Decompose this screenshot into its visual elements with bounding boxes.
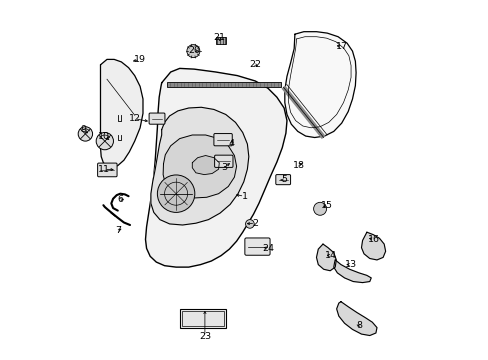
Text: 11: 11 — [98, 165, 110, 174]
Polygon shape — [145, 68, 286, 267]
Bar — [179, 309, 225, 328]
Text: 13: 13 — [344, 260, 356, 269]
Circle shape — [245, 220, 254, 228]
Polygon shape — [316, 244, 336, 271]
FancyBboxPatch shape — [98, 163, 117, 177]
Text: 2: 2 — [252, 219, 258, 228]
Text: 14: 14 — [324, 251, 336, 260]
Circle shape — [78, 127, 92, 141]
Polygon shape — [151, 107, 248, 225]
Text: 21: 21 — [213, 33, 225, 42]
Text: 18: 18 — [292, 161, 304, 170]
FancyBboxPatch shape — [149, 113, 164, 124]
Text: 8: 8 — [356, 321, 362, 330]
Text: 24: 24 — [262, 244, 273, 253]
Text: 17: 17 — [335, 42, 347, 51]
Polygon shape — [336, 302, 376, 336]
Text: 6: 6 — [117, 195, 123, 204]
Text: 9: 9 — [80, 125, 86, 134]
Circle shape — [96, 132, 113, 150]
Text: 5: 5 — [281, 175, 286, 184]
Text: 15: 15 — [321, 201, 333, 210]
FancyBboxPatch shape — [214, 155, 232, 167]
Bar — [215, 37, 225, 44]
Text: 16: 16 — [367, 235, 379, 244]
Bar — [167, 82, 280, 87]
Text: 23: 23 — [199, 332, 210, 341]
Circle shape — [186, 45, 200, 58]
Text: 12: 12 — [128, 114, 141, 123]
Polygon shape — [361, 232, 385, 260]
Text: 20: 20 — [188, 46, 200, 55]
Circle shape — [313, 202, 326, 215]
Text: 4: 4 — [228, 139, 234, 148]
Text: 3: 3 — [221, 163, 227, 172]
Text: 1: 1 — [241, 192, 247, 201]
Text: 19: 19 — [134, 55, 146, 64]
FancyBboxPatch shape — [213, 134, 232, 146]
FancyBboxPatch shape — [244, 238, 269, 255]
Text: 10: 10 — [98, 132, 110, 141]
FancyBboxPatch shape — [275, 175, 290, 185]
Polygon shape — [163, 135, 236, 198]
Bar — [182, 311, 223, 326]
Text: 22: 22 — [249, 60, 261, 69]
Polygon shape — [333, 260, 370, 283]
Polygon shape — [192, 156, 219, 175]
Circle shape — [157, 175, 194, 212]
Polygon shape — [284, 32, 355, 138]
Text: 7: 7 — [115, 226, 121, 235]
Polygon shape — [101, 59, 142, 167]
